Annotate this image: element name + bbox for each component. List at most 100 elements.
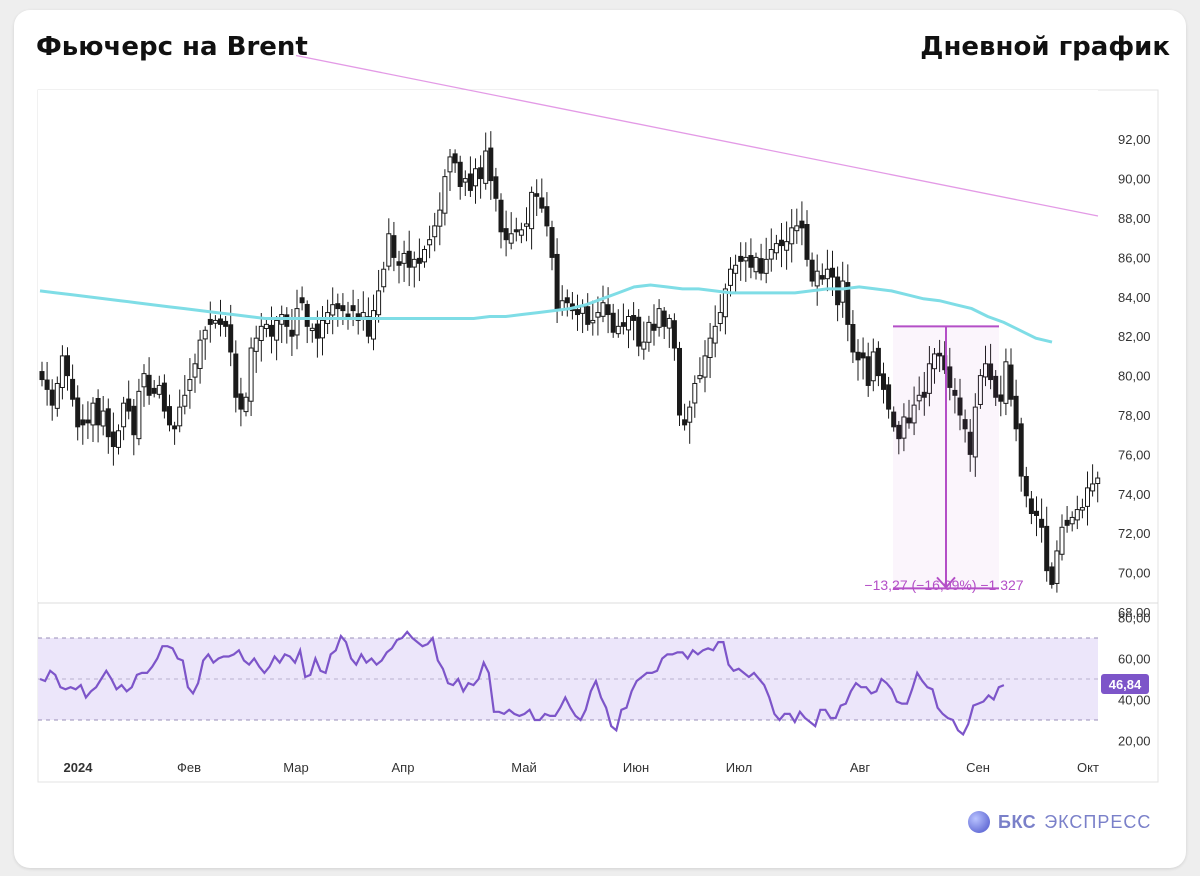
candle-body (391, 235, 397, 258)
candle (187, 358, 193, 409)
candle-body (814, 270, 820, 287)
candle-body (70, 378, 76, 400)
candle (983, 345, 988, 387)
price-tick-label: 68,00 (1118, 605, 1151, 620)
candle-body (620, 322, 626, 327)
candle-body (1069, 516, 1075, 525)
candle (1064, 506, 1070, 533)
resistance-trendline (295, 54, 1099, 217)
candle (304, 300, 310, 344)
candle (345, 301, 351, 330)
candle-body (656, 308, 662, 328)
candle (299, 286, 305, 311)
candle (789, 209, 795, 263)
candle-body (544, 206, 550, 227)
candle-body (1049, 566, 1055, 585)
candle-body (972, 406, 978, 458)
candle-body (161, 382, 167, 412)
candle-body (748, 255, 754, 268)
time-tick-label: Июн (623, 760, 649, 775)
candle (743, 242, 749, 282)
candle-body (483, 150, 489, 184)
candle-body (590, 319, 596, 324)
candle (151, 380, 157, 398)
price-tick-label: 82,00 (1118, 329, 1151, 344)
candle-body (896, 424, 902, 440)
candle (794, 208, 800, 244)
candle (585, 293, 591, 331)
candle-body (952, 389, 958, 396)
candle (156, 375, 162, 399)
candle (131, 399, 137, 456)
candle (457, 155, 463, 200)
price-axis: 92,00 90,00 88,00 86,00 84,00 82,00 80,00 78,00… (1118, 132, 1151, 620)
candle-body (983, 363, 988, 378)
candle-body (320, 319, 325, 339)
candle-body (121, 402, 127, 428)
candle (85, 401, 91, 439)
logo-product-text: ЭКСПРЕСС (1044, 811, 1152, 832)
candle-body (146, 374, 152, 396)
candle-body (340, 305, 346, 312)
candle-body (932, 353, 937, 370)
candle (75, 385, 81, 441)
candle-body (75, 397, 81, 428)
candle (59, 345, 65, 400)
candle-body (1064, 519, 1070, 526)
candle-body (330, 304, 336, 316)
candle-body (763, 258, 769, 274)
candle-body (911, 404, 917, 424)
candle-body (452, 153, 458, 164)
candle (539, 178, 545, 213)
candle (1090, 464, 1096, 497)
candle (733, 254, 739, 293)
candle-body (860, 352, 866, 359)
candle-body (712, 325, 718, 344)
candle-body (835, 276, 841, 306)
candle (906, 399, 912, 429)
candle (835, 266, 841, 322)
candle (365, 297, 371, 344)
candle-body (90, 402, 96, 426)
candle-body (207, 318, 213, 325)
candle (274, 316, 280, 361)
candle-body (274, 319, 280, 341)
candle (824, 249, 830, 292)
candle-body (605, 304, 611, 316)
candle (416, 238, 422, 282)
candle-body (926, 363, 932, 394)
candle (371, 294, 376, 351)
candle-body (284, 314, 290, 327)
candle (335, 293, 341, 327)
candle (309, 323, 315, 343)
candle-body (212, 319, 218, 324)
candle (1018, 417, 1024, 492)
candle-body (141, 373, 147, 388)
candle-body (44, 379, 50, 390)
candle (804, 210, 810, 267)
candle (401, 240, 407, 282)
candle-body (993, 375, 999, 398)
price-tick-label: 84,00 (1118, 290, 1151, 305)
candle-body (442, 176, 448, 214)
candle (1059, 514, 1065, 561)
candle (666, 314, 672, 348)
candle (513, 217, 519, 242)
candle-body (365, 316, 371, 337)
candle (564, 289, 570, 317)
candle (977, 369, 983, 409)
candle-body (743, 256, 749, 262)
candle (386, 218, 392, 271)
candle (809, 252, 815, 287)
price-range-label: −13,27 (−16,09%) −1 327 (864, 577, 1023, 593)
candle-body (967, 431, 973, 455)
candle-body (422, 249, 427, 263)
candle (748, 238, 754, 279)
candle-body (136, 390, 142, 440)
candle-body (916, 394, 922, 402)
candle-body (865, 356, 871, 386)
candle-body (269, 324, 274, 337)
candle (753, 252, 759, 280)
candle-body (789, 227, 795, 245)
candle (493, 167, 499, 212)
